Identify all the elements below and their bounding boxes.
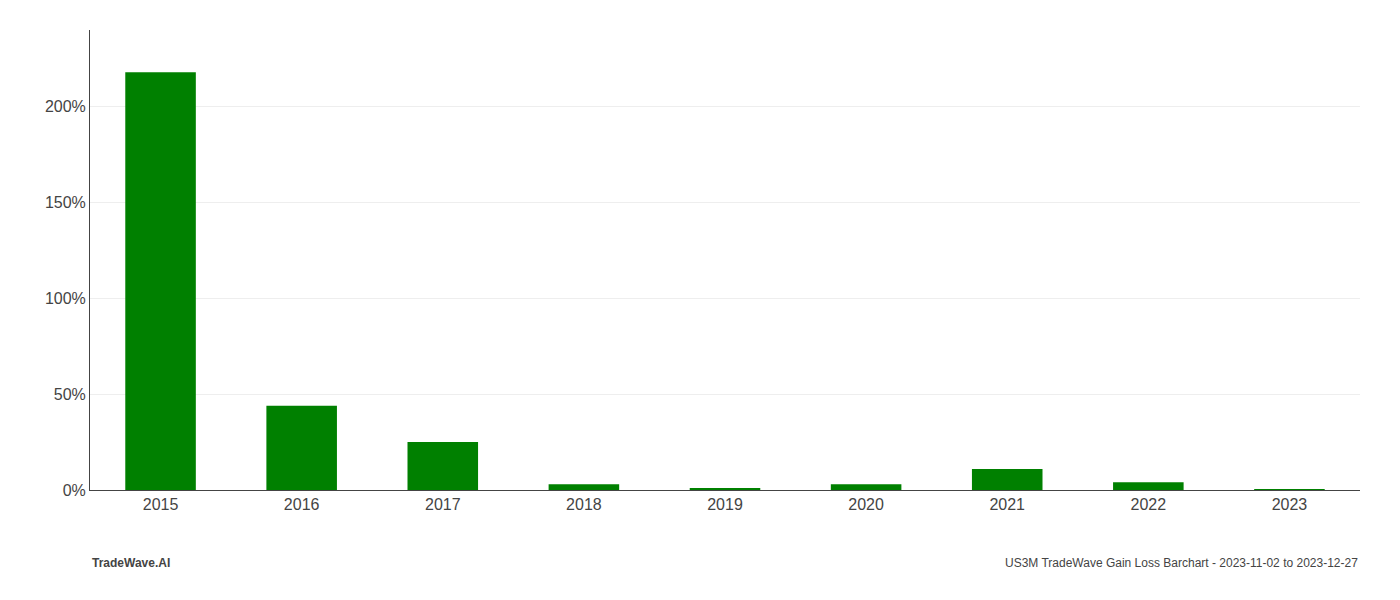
svg-text:200%: 200% <box>45 98 86 115</box>
svg-text:2019: 2019 <box>707 496 743 513</box>
svg-text:US3M TradeWave Gain Loss Barch: US3M TradeWave Gain Loss Barchart - 2023… <box>1005 556 1358 570</box>
svg-text:0%: 0% <box>63 482 86 499</box>
svg-text:50%: 50% <box>54 386 86 403</box>
svg-text:2020: 2020 <box>848 496 884 513</box>
svg-text:TradeWave.AI: TradeWave.AI <box>92 556 170 570</box>
svg-text:2016: 2016 <box>284 496 320 513</box>
svg-text:2018: 2018 <box>566 496 602 513</box>
svg-text:150%: 150% <box>45 194 86 211</box>
svg-text:2023: 2023 <box>1272 496 1308 513</box>
svg-text:100%: 100% <box>45 290 86 307</box>
svg-text:2015: 2015 <box>143 496 179 513</box>
svg-text:2022: 2022 <box>1131 496 1167 513</box>
svg-text:2021: 2021 <box>989 496 1025 513</box>
svg-text:2017: 2017 <box>425 496 461 513</box>
